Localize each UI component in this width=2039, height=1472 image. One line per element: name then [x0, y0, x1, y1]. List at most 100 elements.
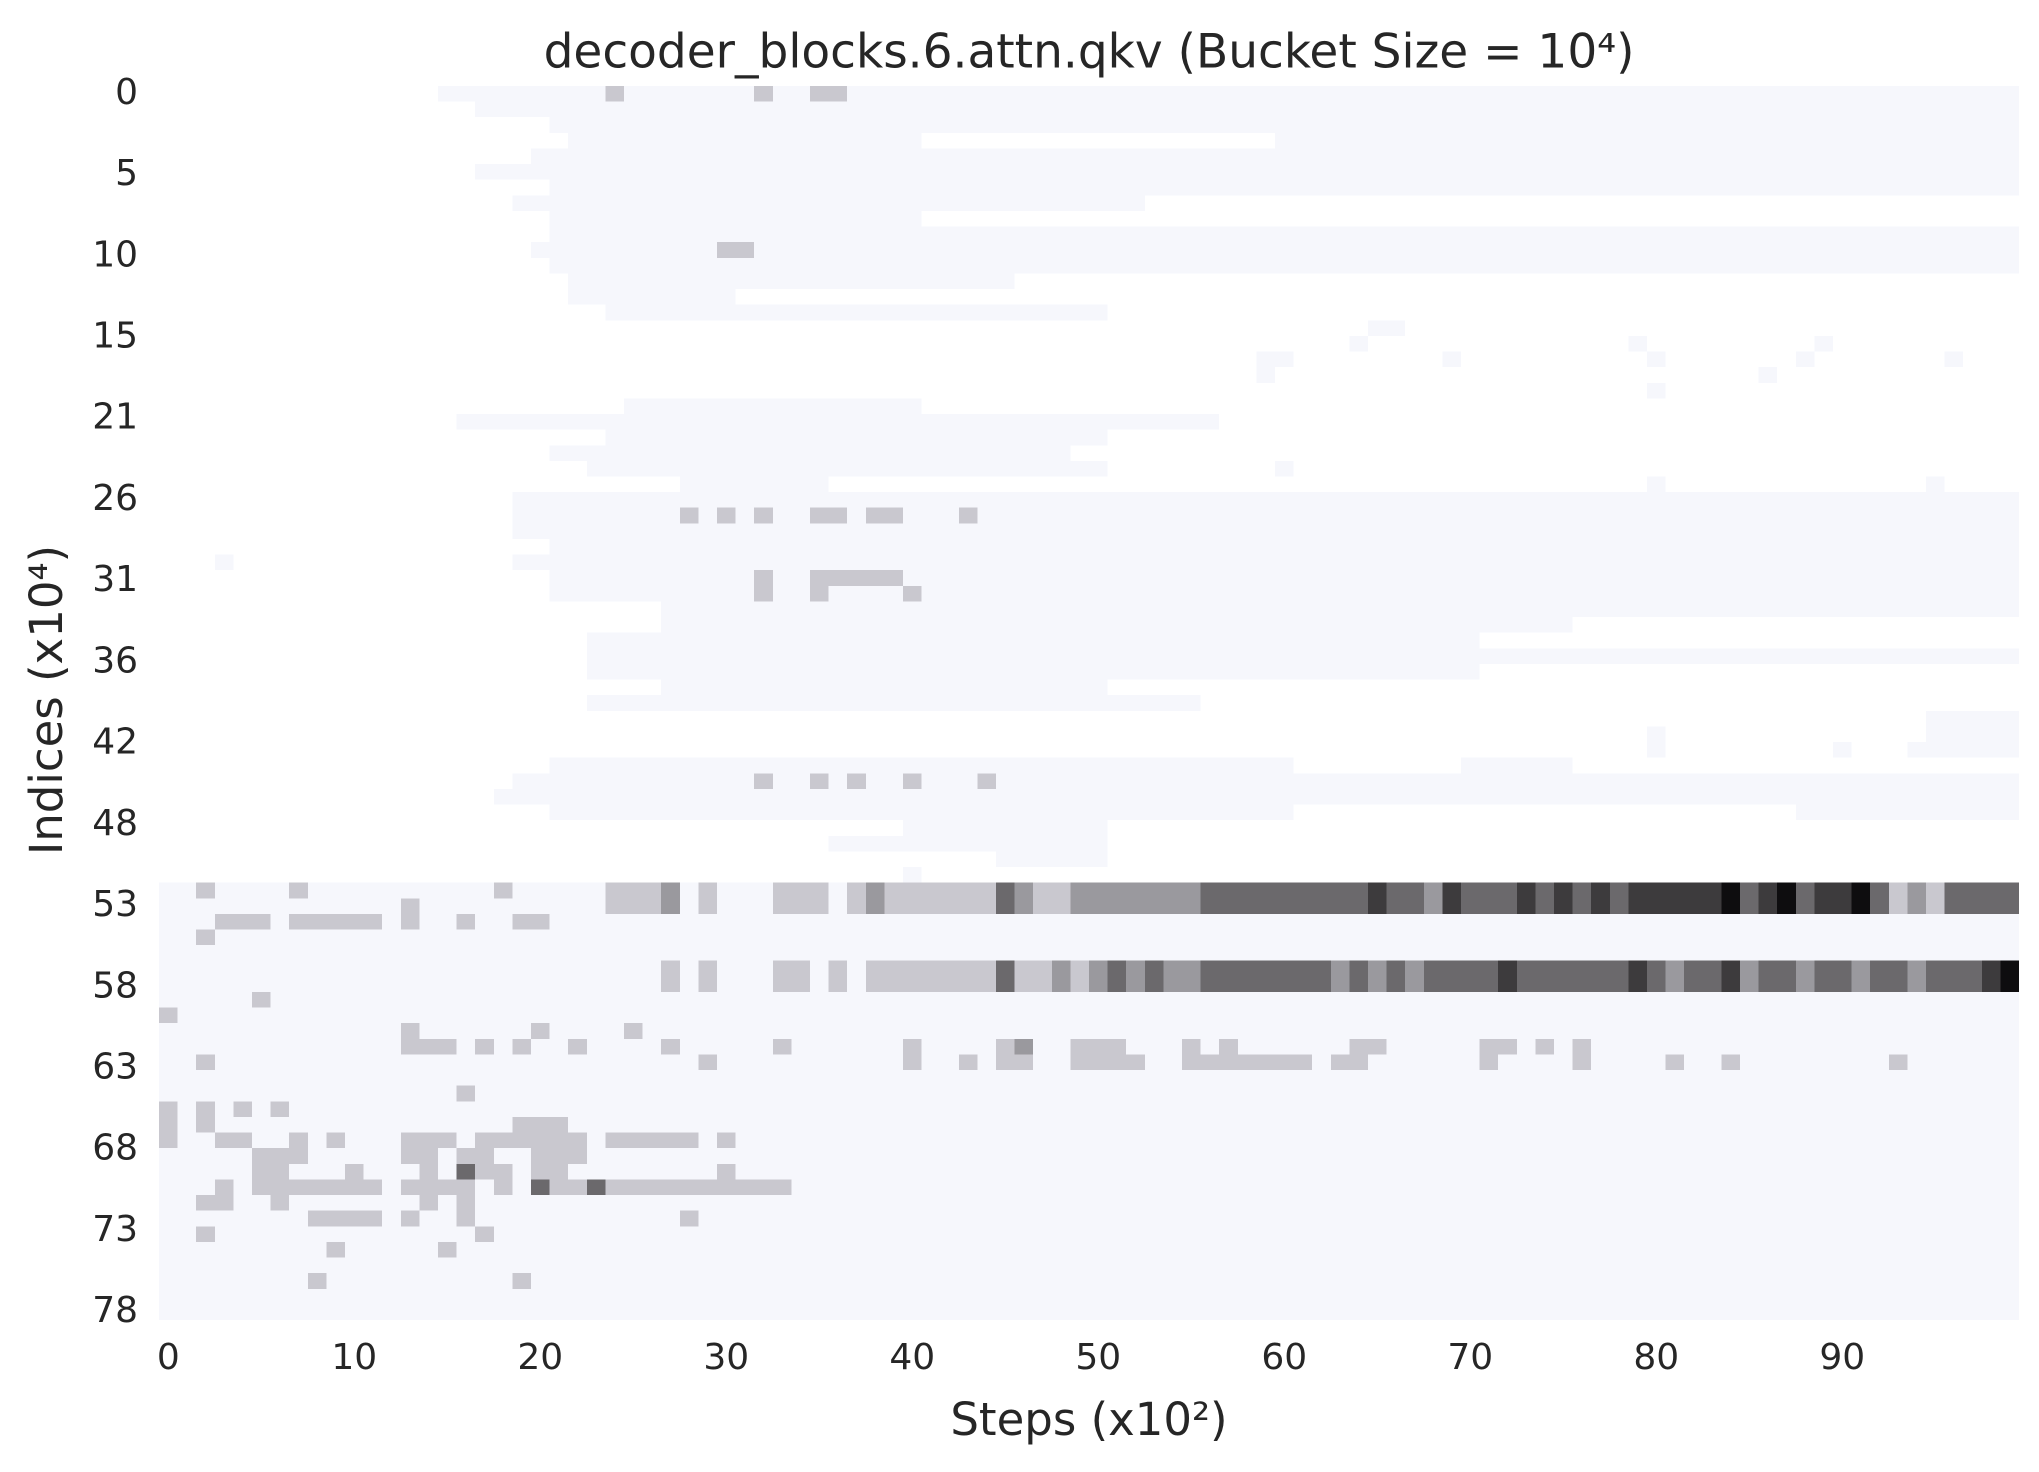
heatmap-cell: [531, 1148, 587, 1164]
heatmap-cell: [605, 304, 1108, 321]
heatmap-cell: [977, 773, 996, 789]
heatmap-cell: [159, 1288, 2019, 1305]
heatmap-cell: [1163, 976, 1201, 992]
heatmap-cell: [549, 1023, 624, 1039]
heatmap-cell: [159, 1070, 2019, 1086]
heatmap-cell: [1981, 960, 2001, 977]
heatmap-cell: [419, 913, 457, 930]
heatmap-cell: [1721, 976, 1740, 992]
heatmap-cell: [345, 1241, 438, 1258]
y-tick-label: 31: [92, 559, 138, 600]
heatmap-cell: [512, 1273, 531, 1289]
heatmap-cell: [1070, 1038, 1127, 1055]
heatmap-cell: [475, 101, 2020, 118]
heatmap-cell: [214, 1226, 476, 1242]
heatmap-cell: [1851, 960, 1871, 977]
heatmap-cell: [252, 1179, 383, 1196]
heatmap-cell: [493, 1179, 513, 1196]
heatmap-cell: [531, 1023, 550, 1039]
heatmap-cell: [810, 507, 848, 524]
heatmap-cell: [326, 1273, 513, 1289]
heatmap-cell: [1554, 898, 1573, 914]
heatmap-cell: [177, 1116, 197, 1133]
heatmap-cell: [679, 1210, 699, 1227]
heatmap-cell: [1089, 960, 1108, 977]
heatmap-cell: [903, 1038, 922, 1055]
heatmap-cell: [2000, 960, 2019, 977]
heatmap-cell: [400, 1038, 457, 1055]
heatmap-cell: [586, 632, 1480, 649]
heatmap-cell: [549, 538, 2019, 555]
heatmap-cell: [1554, 1038, 1573, 1055]
heatmap-cell: [1926, 726, 2019, 743]
heatmap-cell: [475, 1085, 2020, 1102]
heatmap-cell: [456, 1195, 476, 1211]
heatmap-cell: [810, 86, 848, 102]
heatmap-cell: [661, 960, 680, 977]
heatmap-cell: [1926, 710, 2019, 727]
chart-title: decoder_blocks.6.attn.qkv (Bucket Size =…: [544, 25, 1635, 80]
heatmap-cell: [735, 507, 755, 524]
heatmap-cell: [624, 86, 755, 102]
heatmap-cell: [1907, 976, 1926, 992]
y-tick-label: 63: [92, 1047, 138, 1088]
heatmap-cell: [159, 1179, 215, 1196]
heatmap-cell: [400, 1210, 420, 1227]
heatmap-cell: [1888, 898, 1908, 914]
heatmap-cell: [1907, 1054, 2019, 1071]
heatmap-cell: [475, 913, 513, 930]
heatmap-cell: [159, 1038, 401, 1055]
x-tick-label: 0: [157, 1337, 180, 1378]
heatmap-cell: [921, 585, 2019, 602]
heatmap-cell: [754, 242, 2020, 258]
heatmap-cell: [1386, 882, 1424, 899]
heatmap-cell: [679, 882, 699, 899]
heatmap-cell: [1591, 1054, 1666, 1071]
heatmap-cell: [475, 1195, 2020, 1211]
heatmap-cell: [512, 1116, 569, 1133]
heatmap-cell: [159, 976, 662, 992]
heatmap-cell: [438, 1195, 457, 1211]
heatmap-cell: [1535, 1038, 1554, 1055]
heatmap-cell: [717, 898, 773, 914]
heatmap-cell: [177, 1007, 2020, 1024]
heatmap-cell: [456, 1038, 476, 1055]
heatmap-cell: [159, 882, 197, 899]
heatmap-cell: [903, 773, 922, 789]
heatmap-cell: [1368, 882, 1387, 899]
heatmap-cell: [345, 1132, 401, 1149]
heatmap-cell: [1256, 367, 1275, 383]
heatmap-cell: [1628, 960, 1647, 977]
heatmap-cell: [1647, 976, 1666, 992]
heatmap-cell: [772, 570, 810, 586]
heatmap-cell: [214, 913, 271, 930]
heatmap-cell: [1200, 882, 1368, 899]
heatmap-cell: [1368, 1054, 1480, 1071]
heatmap-cell: [847, 86, 2020, 102]
heatmap-cell: [1442, 898, 1461, 914]
heatmap-cell: [847, 507, 866, 524]
heatmap-cell: [1051, 960, 1071, 977]
heatmap-cell: [326, 1241, 345, 1258]
heatmap-cell: [1926, 476, 1945, 493]
heatmap-cell: [1423, 976, 1499, 992]
heatmap-cell: [1349, 960, 1368, 977]
heatmap-cell: [1851, 976, 1871, 992]
heatmap-cell: [475, 1163, 513, 1180]
heatmap-cell: [1535, 898, 1554, 914]
y-tick-label: 10: [92, 234, 138, 275]
heatmap-cell: [438, 1241, 457, 1258]
heatmap-cell: [214, 882, 290, 899]
heatmap-cell: [1647, 742, 1666, 758]
heatmap-cell: [847, 773, 866, 789]
y-tick-label: 53: [92, 884, 138, 925]
heatmap-cell: [531, 1179, 550, 1196]
heatmap-cell: [196, 1054, 215, 1071]
heatmap-cell: [419, 1163, 438, 1180]
heatmap-cell: [1423, 960, 1499, 977]
y-tick-label: 26: [92, 478, 138, 519]
heatmap-cell: [1647, 351, 1666, 368]
heatmap-cell: [1758, 367, 1778, 383]
y-tick-label: 42: [92, 722, 138, 763]
heatmap-cell: [884, 882, 996, 899]
